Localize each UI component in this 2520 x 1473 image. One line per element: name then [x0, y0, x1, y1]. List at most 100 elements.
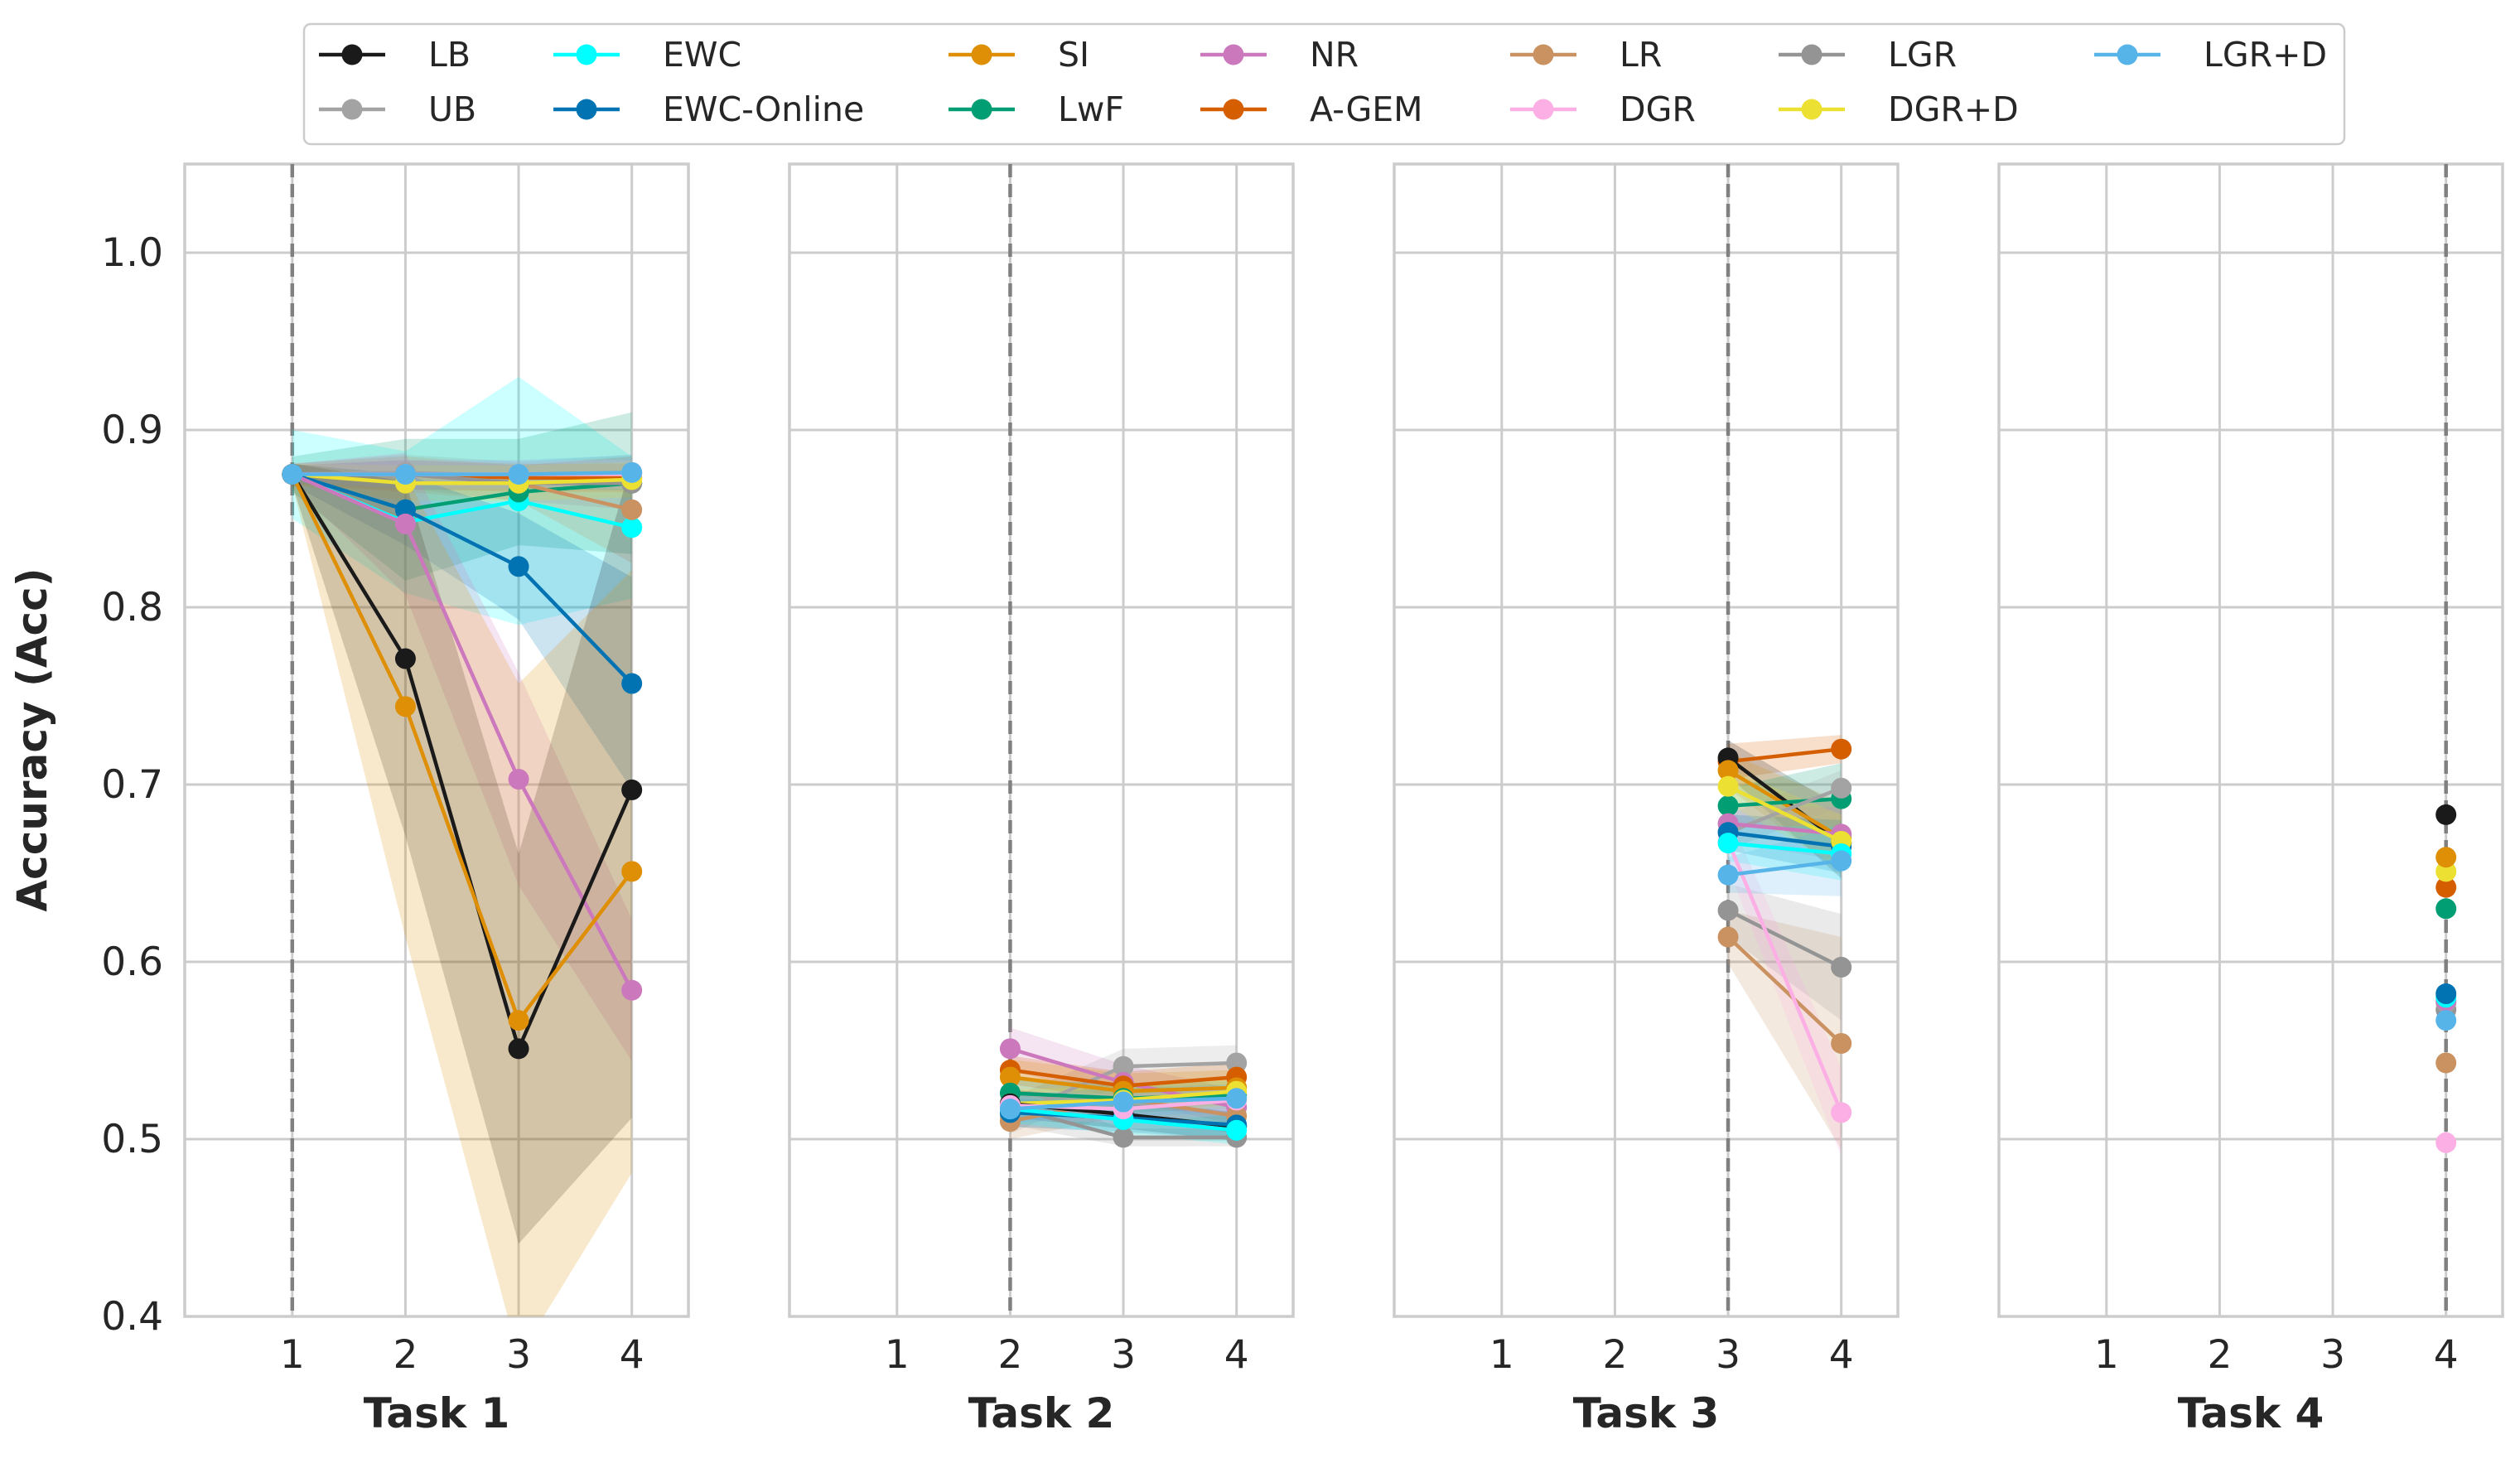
series-line-ewc [1727, 841, 1842, 856]
series-line-nr [291, 472, 634, 992]
x-tick-label: 4 [1829, 1332, 1854, 1378]
legend-label: DGR [1620, 89, 1696, 129]
series-ewc-online [2436, 983, 2457, 1005]
legend-label: LGR [1888, 35, 1957, 75]
point-nr [508, 769, 529, 790]
point-ub [1226, 1052, 1248, 1074]
point-ewc [1717, 833, 1739, 854]
band-lwf [292, 412, 632, 581]
point-lb [2436, 804, 2457, 825]
point-ewc-online [508, 556, 529, 577]
x-axis-title: Task 2 [968, 1389, 1115, 1437]
x-tick-label: 1 [1489, 1332, 1514, 1378]
point-lb [508, 1038, 529, 1060]
point-si [2436, 847, 2457, 868]
legend-label: LwF [1058, 89, 1124, 129]
point-si [508, 1010, 529, 1031]
legend-label: DGR+D [1888, 89, 2019, 129]
series-lgr-plus-d [2436, 1010, 2457, 1031]
plot-area [1717, 735, 1852, 1157]
y-tick-label: 1.0 [101, 230, 163, 276]
legend-entry-lgr-plus-d: LGR+D [2094, 35, 2327, 75]
series-lgr-plus-d [1717, 850, 1852, 886]
x-tick-label: 3 [506, 1332, 531, 1378]
point-lb [394, 648, 416, 669]
legend-entry-lwf: LwF [949, 89, 1124, 129]
legend-marker [971, 99, 992, 120]
legend-label: A-GEM [1310, 89, 1423, 129]
x-tick-label: 3 [2320, 1332, 2345, 1378]
legend-marker [1223, 44, 1244, 65]
point-ewc-online [621, 673, 643, 694]
legend-marker [971, 44, 992, 65]
series-lwf [2436, 898, 2457, 920]
point-nr [999, 1038, 1021, 1060]
panel-task-4: 1 2 3 4 Task 4 [1997, 162, 2504, 1437]
band-si [292, 463, 632, 1316]
legend-label: NR [1310, 35, 1359, 75]
series-line-lgr-plus-d [1727, 858, 1842, 877]
x-axis-title: Task 4 [2178, 1389, 2324, 1437]
series-dgr [2436, 1132, 2457, 1153]
series-lgr [1717, 900, 1852, 978]
legend-label: SI [1058, 35, 1089, 75]
legend-label: EWC-Online [663, 89, 864, 129]
x-tick-label: 1 [280, 1332, 305, 1378]
series-lb [2436, 804, 2457, 825]
legend-entry-lb: LB [319, 35, 471, 75]
series-lgr-plus-d [999, 1088, 1248, 1120]
series-line-lb [290, 473, 634, 1051]
point-lgr-plus-d [1717, 864, 1739, 886]
legend-entry-lr: LR [1510, 35, 1662, 75]
point-lgr [1717, 900, 1739, 921]
point-ewc [1226, 1119, 1248, 1141]
legend-entry-si: SI [949, 35, 1089, 75]
panel-frame [1393, 162, 1900, 1318]
x-tick-label: 2 [2207, 1332, 2232, 1378]
legend: LB UB EWC EWC-Online SI LwF NR A-GEM LR DGR LGR DGR… [302, 22, 2346, 146]
point-ewc-online [394, 499, 416, 520]
series-lgr-plus-d [282, 461, 643, 485]
band-ewc [1728, 825, 1842, 881]
x-tick-label: 4 [2434, 1332, 2459, 1378]
series-line-lgr [1727, 908, 1842, 969]
x-axis-title: Task 3 [1573, 1389, 1720, 1437]
point-si [999, 1066, 1021, 1088]
band-lr [1728, 910, 1842, 1150]
series-line-ewc-online [1727, 830, 1842, 849]
legend-marker [341, 44, 363, 65]
legend-label: UB [428, 89, 476, 129]
band-ub [1010, 1045, 1237, 1134]
point-lgr [1831, 956, 1852, 978]
legend-label: EWC [663, 35, 741, 75]
legend-marker [576, 44, 597, 65]
legend-entry-lgr: LGR [1779, 35, 1957, 75]
point-ewc [621, 517, 643, 538]
series-line-si [290, 473, 634, 1022]
band-ewc-online [292, 463, 632, 790]
plot-area [2436, 804, 2457, 1153]
series-line-a-gem [1727, 746, 1842, 764]
y-tick-label: 0.4 [101, 1294, 163, 1340]
series-line-lr [1726, 935, 1843, 1046]
y-tick-label: 0.6 [101, 939, 163, 985]
point-lb [621, 779, 643, 800]
legend-marker [1533, 99, 1554, 120]
point-lgr-plus-d [394, 464, 416, 485]
point-a-gem [2436, 877, 2457, 898]
plot-area [282, 376, 643, 1316]
x-tick-label: 2 [997, 1332, 1022, 1378]
legend-entry-dgr: DGR [1510, 89, 1696, 129]
point-a-gem [1831, 738, 1852, 760]
y-tick-label: 0.5 [101, 1117, 163, 1162]
point-ub [1831, 777, 1852, 799]
y-tick-label: 0.7 [101, 762, 163, 808]
point-ewc-online [2436, 983, 2457, 1005]
legend-entry-ub: UB [319, 89, 476, 129]
point-nr [394, 513, 416, 534]
point-dgr-plus-d [1717, 775, 1739, 797]
point-lr [1831, 1032, 1852, 1054]
legend-label: LB [428, 35, 471, 75]
x-tick-label: 1 [885, 1332, 910, 1378]
x-axis-title: Task 1 [364, 1389, 510, 1437]
